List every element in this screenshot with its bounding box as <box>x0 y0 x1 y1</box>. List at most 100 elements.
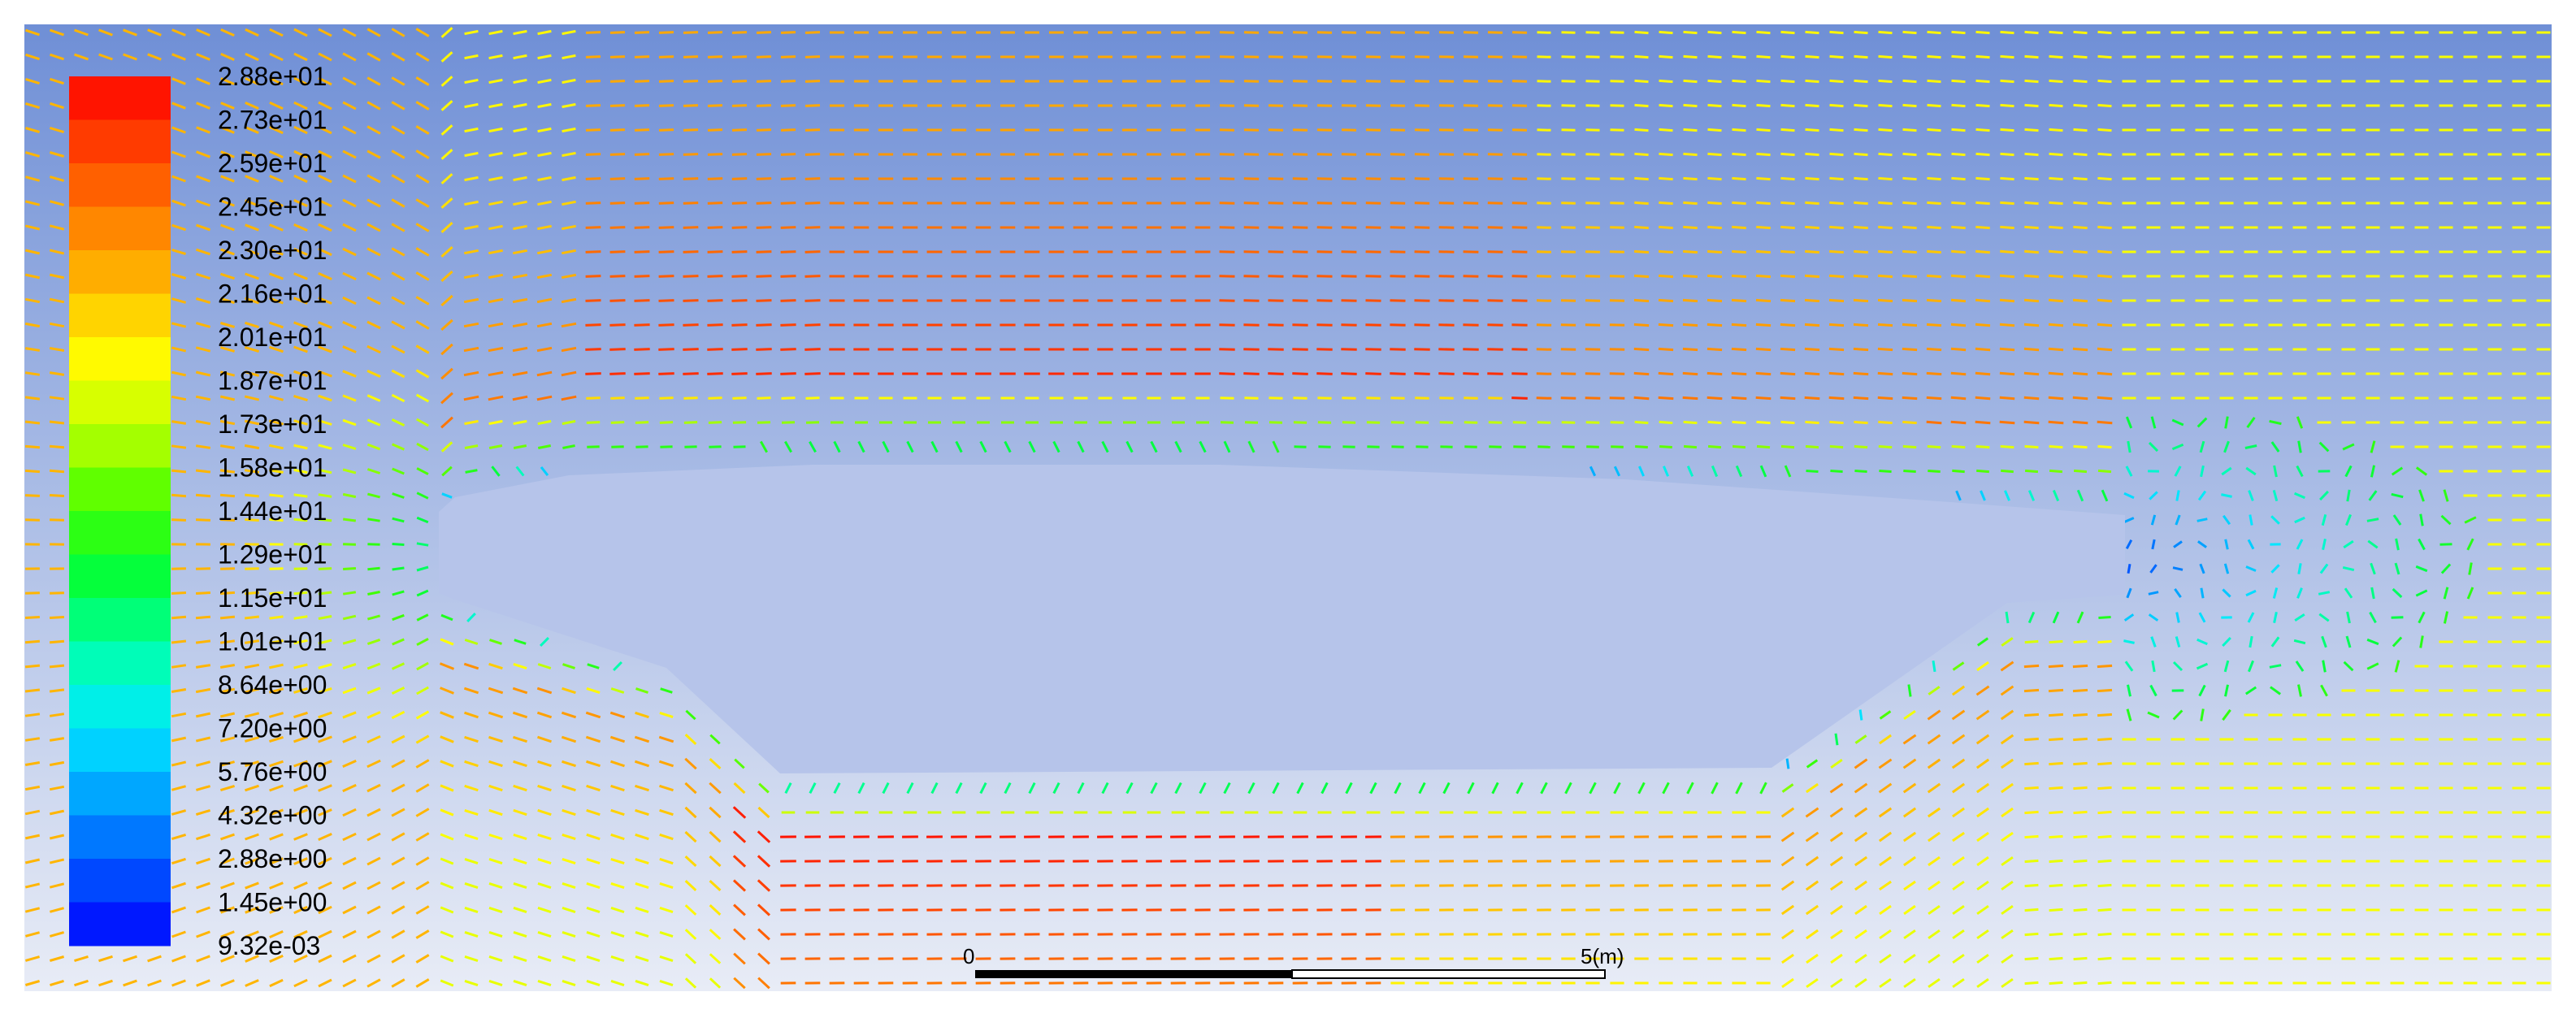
velocity-vector <box>391 978 405 988</box>
velocity-vector <box>586 930 601 938</box>
velocity-vector <box>585 348 601 351</box>
velocity-vector <box>1878 758 1893 769</box>
velocity-vector <box>1854 54 1868 59</box>
velocity-vector <box>2148 441 2159 453</box>
colorbar-tick-label: 1.15e+01 <box>218 583 327 613</box>
velocity-vector <box>196 77 210 85</box>
velocity-vector <box>1828 371 1845 376</box>
velocity-vector <box>342 174 357 184</box>
velocity-vector <box>734 758 745 769</box>
velocity-vector <box>1853 298 1869 303</box>
velocity-vector <box>805 396 820 400</box>
velocity-vector <box>123 979 137 987</box>
velocity-vector <box>2072 713 2088 717</box>
velocity-vector <box>536 370 553 377</box>
velocity-vector <box>2049 639 2063 644</box>
velocity-vector <box>660 445 673 448</box>
velocity-vector <box>1390 128 1406 132</box>
velocity-vector <box>2049 444 2063 449</box>
velocity-vector <box>1561 153 1576 156</box>
velocity-vector <box>1613 466 1621 477</box>
velocity-vector <box>464 882 479 890</box>
velocity-vector <box>366 149 381 159</box>
velocity-vector <box>416 442 429 452</box>
velocity-vector <box>1365 372 1381 375</box>
velocity-vector <box>537 224 552 231</box>
velocity-vector <box>1731 371 1747 376</box>
velocity-vector <box>707 55 723 58</box>
velocity-vector <box>1463 31 1479 34</box>
velocity-vector <box>318 954 332 964</box>
velocity-vector <box>707 153 723 156</box>
velocity-vector <box>1975 371 1991 376</box>
velocity-vector <box>440 173 453 184</box>
velocity-vector <box>2024 883 2039 888</box>
velocity-vector <box>1511 250 1528 253</box>
velocity-vector <box>196 248 210 256</box>
velocity-vector <box>1243 128 1260 132</box>
velocity-vector <box>1174 782 1182 795</box>
velocity-vector <box>1928 831 1941 843</box>
velocity-vector <box>2098 616 2111 619</box>
velocity-vector <box>269 808 284 817</box>
velocity-vector <box>24 102 41 110</box>
velocity-vector <box>1488 421 1503 424</box>
velocity-vector <box>537 419 552 426</box>
velocity-vector <box>342 444 357 450</box>
velocity-vector <box>24 444 41 449</box>
velocity-vector <box>1928 856 1941 867</box>
velocity-vector <box>1858 709 1863 721</box>
velocity-vector <box>1390 348 1406 351</box>
velocity-vector <box>1268 153 1284 156</box>
velocity-vector <box>318 394 332 402</box>
velocity-vector <box>1219 177 1235 180</box>
velocity-vector <box>1442 782 1451 795</box>
velocity-vector <box>731 31 748 34</box>
velocity-vector <box>1903 709 1916 721</box>
velocity-vector <box>1125 782 1134 795</box>
velocity-vector <box>1463 177 1479 180</box>
velocity-vector <box>269 882 284 890</box>
velocity-vector <box>805 421 820 424</box>
velocity-vector <box>24 420 41 425</box>
velocity-vector <box>1511 31 1528 34</box>
velocity-vector <box>756 226 772 229</box>
velocity-vector <box>415 881 430 890</box>
velocity-vector <box>2049 103 2063 108</box>
velocity-vector <box>441 466 453 477</box>
velocity-vector <box>488 322 504 328</box>
colorbar-tick-label: 1.73e+01 <box>218 409 327 439</box>
velocity-vector <box>195 444 211 449</box>
velocity-vector <box>171 493 187 498</box>
velocity-vector <box>269 978 284 988</box>
velocity-vector <box>1879 880 1892 891</box>
velocity-vector <box>660 687 673 694</box>
velocity-vector <box>562 784 576 792</box>
velocity-vector <box>536 346 553 353</box>
velocity-vector <box>269 591 284 596</box>
velocity-vector <box>1806 470 1819 473</box>
velocity-vector <box>24 639 41 644</box>
velocity-vector <box>1878 831 1893 843</box>
velocity-vector <box>2097 274 2112 279</box>
velocity-vector <box>1806 929 1819 940</box>
velocity-vector <box>708 421 722 424</box>
velocity-vector <box>219 687 236 694</box>
velocity-vector <box>318 808 332 817</box>
velocity-vector <box>1853 371 1869 376</box>
velocity-vector <box>342 783 357 793</box>
velocity-vector <box>2001 469 2014 474</box>
velocity-vector <box>1463 275 1479 278</box>
velocity-vector <box>586 979 601 987</box>
velocity-vector <box>685 709 696 721</box>
velocity-vector <box>1585 226 1600 229</box>
velocity-vector <box>1243 153 1260 156</box>
velocity-vector <box>1439 421 1454 424</box>
velocity-vector <box>1950 274 1967 279</box>
velocity-vector <box>2027 611 2036 624</box>
velocity-vector <box>391 929 405 939</box>
velocity-vector <box>24 371 41 376</box>
velocity-vector <box>415 296 430 305</box>
velocity-vector <box>367 543 380 546</box>
velocity-vector <box>24 809 41 816</box>
